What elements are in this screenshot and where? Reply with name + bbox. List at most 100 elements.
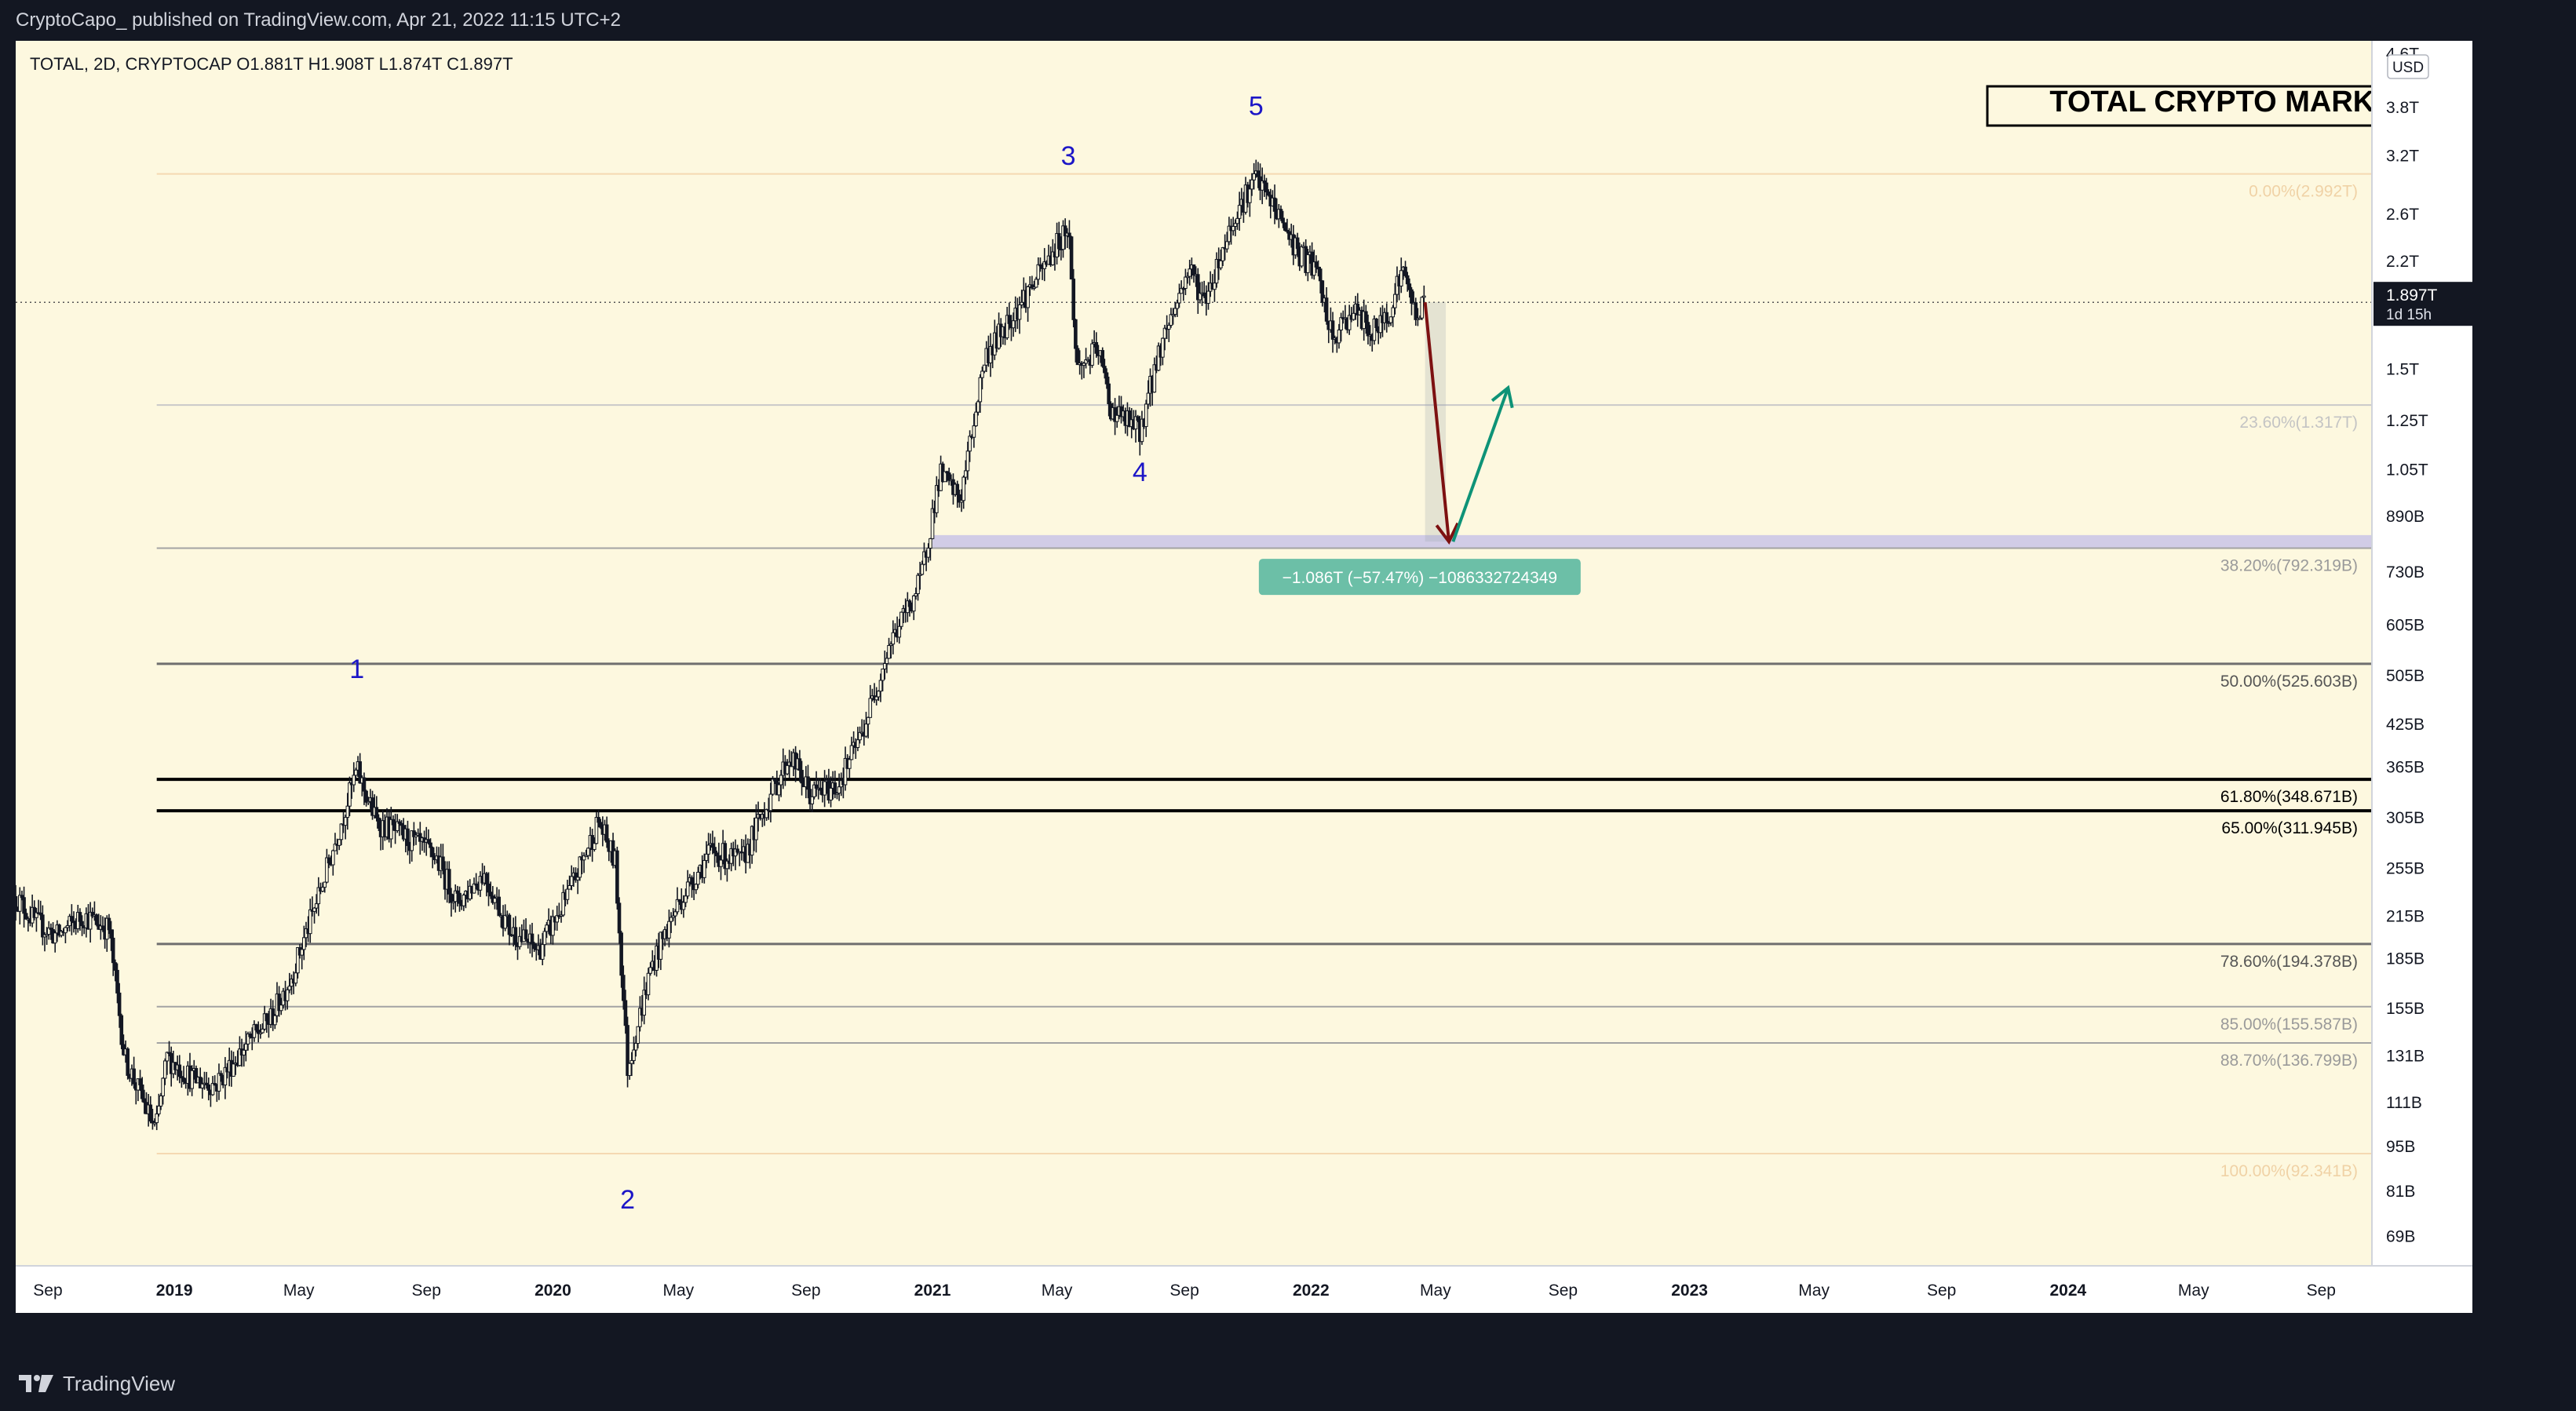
candle-body[interactable] — [696, 872, 700, 885]
candle-body[interactable] — [24, 913, 28, 920]
candle-body[interactable] — [1113, 407, 1117, 422]
candle-body[interactable] — [574, 872, 578, 881]
candle-body[interactable] — [323, 881, 327, 888]
candle-body[interactable] — [35, 912, 38, 918]
candle-body[interactable] — [1391, 307, 1395, 318]
candle-body[interactable] — [206, 1084, 211, 1091]
candle-body[interactable] — [503, 914, 507, 929]
candle-body[interactable] — [955, 483, 960, 495]
candle-body[interactable] — [1318, 268, 1323, 282]
candle-body[interactable] — [194, 1067, 199, 1084]
candle-body[interactable] — [648, 967, 652, 974]
candle-body[interactable] — [472, 883, 476, 894]
candle-body[interactable] — [965, 450, 970, 472]
candle-body[interactable] — [1042, 261, 1047, 269]
candle-body[interactable] — [449, 893, 454, 903]
candle-body[interactable] — [493, 898, 497, 903]
candle-body[interactable] — [343, 817, 348, 826]
candle-body[interactable] — [223, 1066, 228, 1086]
candle-body[interactable] — [887, 645, 891, 659]
candle-body[interactable] — [636, 1026, 640, 1045]
candle-body[interactable] — [273, 1015, 277, 1026]
candle-body[interactable] — [354, 769, 358, 776]
candle-body[interactable] — [1352, 312, 1356, 320]
candle-body[interactable] — [1248, 188, 1252, 203]
candle-body[interactable] — [1393, 294, 1397, 308]
candle-body[interactable] — [833, 782, 837, 795]
candle-body[interactable] — [671, 915, 676, 918]
last-price-marker[interactable] — [2373, 282, 2472, 326]
candle-body[interactable] — [1407, 283, 1412, 290]
candle-body[interactable] — [911, 595, 916, 612]
candle-body[interactable] — [1136, 416, 1140, 421]
candle-body[interactable] — [238, 1048, 242, 1066]
candle-body[interactable] — [507, 914, 512, 935]
candle-body[interactable] — [542, 931, 547, 946]
candle-body[interactable] — [509, 934, 513, 936]
candle-body[interactable] — [16, 895, 18, 908]
candle-body[interactable] — [627, 1063, 632, 1076]
candle-body[interactable] — [669, 917, 673, 922]
candle-body[interactable] — [258, 1032, 263, 1034]
symbol-ohlc-legend[interactable]: TOTAL, 2D, CRYPTOCAP O1.881T H1.908T L1.… — [30, 54, 513, 74]
candle-body[interactable] — [142, 1098, 147, 1103]
candle-body[interactable] — [107, 917, 111, 931]
candle-body[interactable] — [604, 824, 609, 843]
candle-body[interactable] — [681, 902, 686, 910]
candle-body[interactable] — [719, 859, 723, 867]
candle-body[interactable] — [161, 1077, 165, 1096]
candle-body[interactable] — [864, 724, 868, 737]
candle-body[interactable] — [316, 887, 321, 905]
candle-body[interactable] — [1316, 266, 1320, 270]
candle-body[interactable] — [487, 883, 491, 893]
candle-body[interactable] — [972, 425, 976, 438]
candle-body[interactable] — [1314, 261, 1319, 268]
candle-body[interactable] — [659, 932, 663, 960]
candle-body[interactable] — [866, 716, 870, 725]
candle-body[interactable] — [1071, 279, 1076, 320]
candle-body[interactable] — [80, 921, 84, 927]
candle-body[interactable] — [1410, 289, 1414, 304]
candle-body[interactable] — [358, 761, 362, 784]
candle-body[interactable] — [152, 1122, 157, 1125]
candle-body[interactable] — [59, 931, 64, 936]
candle-body[interactable] — [331, 850, 335, 866]
candle-body[interactable] — [877, 691, 881, 698]
time-axis[interactable] — [16, 1266, 2472, 1313]
wave-label-5[interactable]: 5 — [1249, 91, 1264, 121]
candle-body[interactable] — [254, 1024, 258, 1031]
candle-body[interactable] — [412, 830, 416, 837]
candle-body[interactable] — [1184, 276, 1188, 289]
candle-body[interactable] — [735, 848, 739, 853]
candle-body[interactable] — [453, 890, 458, 902]
candle-body[interactable] — [567, 884, 571, 890]
candle-body[interactable] — [441, 856, 445, 870]
candle-body[interactable] — [594, 817, 599, 844]
candle-body[interactable] — [397, 821, 402, 824]
candle-body[interactable] — [348, 782, 352, 807]
candle-body[interactable] — [1339, 317, 1343, 331]
candle-body[interactable] — [406, 828, 410, 847]
candle-body[interactable] — [302, 937, 306, 950]
candle-body[interactable] — [1231, 226, 1235, 232]
candle-body[interactable] — [165, 1052, 170, 1062]
candle-body[interactable] — [1127, 410, 1132, 428]
candle-body[interactable] — [285, 989, 290, 1001]
candle-body[interactable] — [598, 822, 603, 828]
candle-body[interactable] — [545, 924, 549, 932]
candle-body[interactable] — [1347, 315, 1352, 330]
candle-body[interactable] — [1202, 292, 1206, 297]
candle-body[interactable] — [256, 1030, 261, 1034]
candle-body[interactable] — [617, 902, 622, 934]
candle-body[interactable] — [823, 781, 826, 796]
candle-body[interactable] — [1235, 217, 1239, 224]
price-axis[interactable] — [2372, 41, 2472, 1313]
candle-body[interactable] — [771, 778, 775, 795]
candle-body[interactable] — [615, 850, 619, 904]
candle-body[interactable] — [1161, 337, 1165, 358]
candle-body[interactable] — [45, 934, 49, 936]
candle-body[interactable] — [126, 1048, 130, 1076]
candle-body[interactable] — [1403, 266, 1407, 276]
candle-body[interactable] — [300, 949, 304, 956]
candle-body[interactable] — [1011, 320, 1016, 329]
